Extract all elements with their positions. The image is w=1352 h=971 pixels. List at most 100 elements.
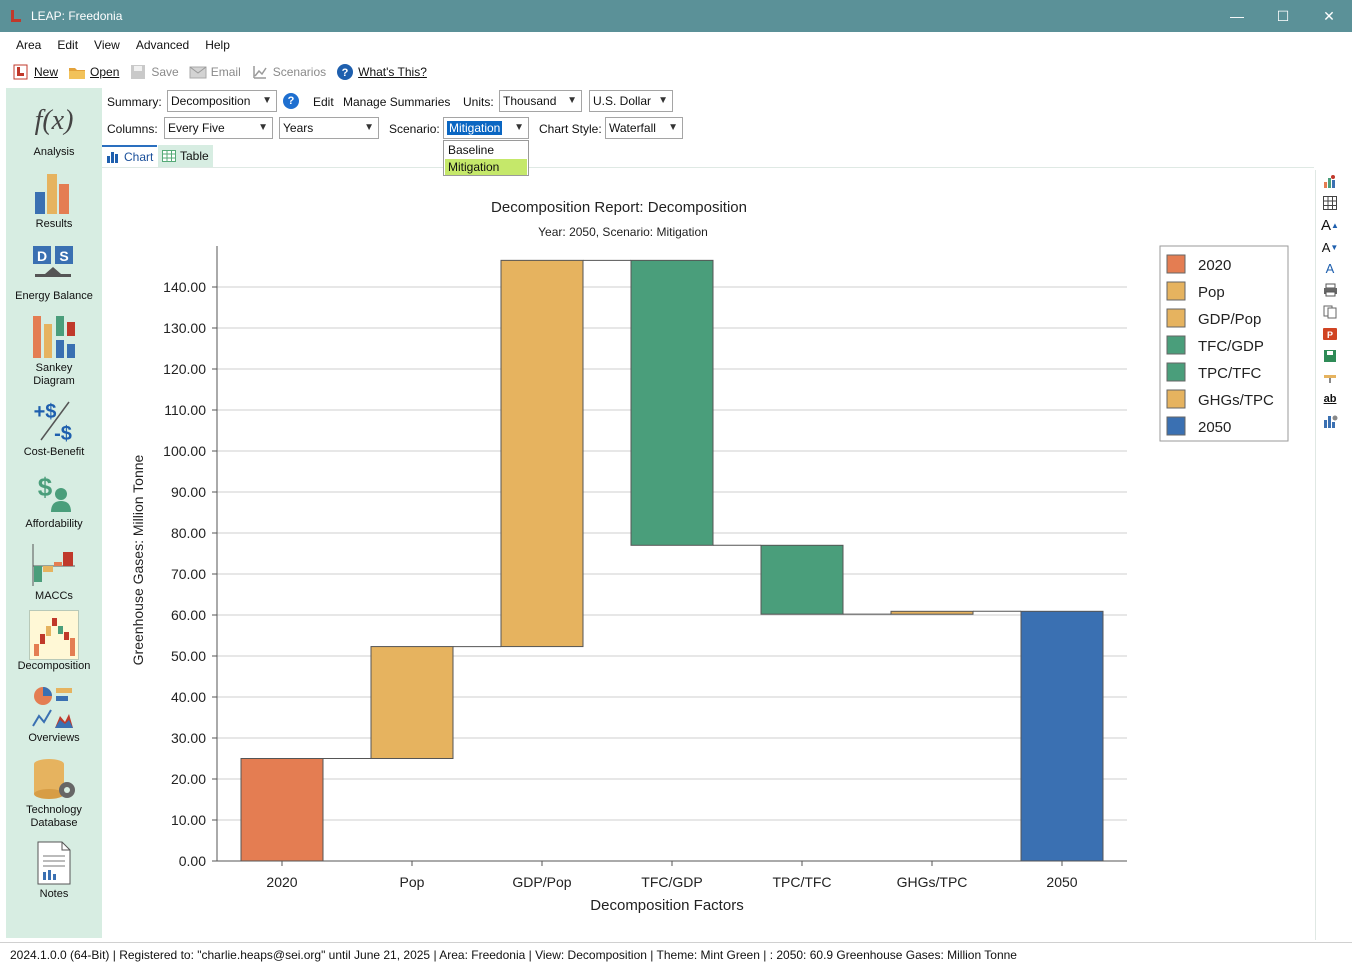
columns-dropdown[interactable]: Every Five ▼ xyxy=(164,117,273,139)
menu-bar: Area Edit View Advanced Help xyxy=(0,32,1352,58)
pin-icon[interactable] xyxy=(1322,370,1338,386)
waterfall-bar xyxy=(370,646,454,760)
x-tick-label: 2020 xyxy=(266,874,297,890)
y-tick-label: 70.00 xyxy=(171,566,206,582)
sidebar-item-sankey[interactable]: Sankey Diagram xyxy=(6,312,102,388)
chart-legend: 2020 Pop GDP/Pop TFC/GDP TPC/TFC GHGs/TPC 2050 xyxy=(1159,245,1289,442)
edit-link[interactable]: Edit xyxy=(313,95,334,109)
maximize-button[interactable]: ☐ xyxy=(1276,7,1290,24)
y-tick-label: 50.00 xyxy=(171,648,206,664)
chart-settings-icon[interactable] xyxy=(1322,413,1338,429)
svg-text:D: D xyxy=(37,248,47,264)
font-decrease-icon[interactable]: A ▼ xyxy=(1321,239,1339,255)
sidebar-item-maccs[interactable]: MACCs xyxy=(6,540,102,603)
sidebar-item-cost-benefit[interactable]: +$ -$ Cost-Benefit xyxy=(6,396,102,459)
close-button[interactable]: ✕ xyxy=(1323,7,1335,24)
svg-text:P: P xyxy=(1327,330,1333,340)
chart-style-dropdown[interactable]: Waterfall ▼ xyxy=(605,117,683,139)
svg-text:+$: +$ xyxy=(34,401,57,423)
minimize-button[interactable]: — xyxy=(1230,8,1244,24)
waterfall-bar xyxy=(240,758,324,862)
y-tick-label: 0.00 xyxy=(179,853,206,869)
waterfall-chart: Decomposition Report: Decomposition Year… xyxy=(130,199,1289,914)
chart-tab-icon xyxy=(107,152,118,163)
manage-summaries-link[interactable]: Manage Summaries xyxy=(343,95,451,109)
currency-dropdown[interactable]: U.S. Dollar ▼ xyxy=(589,90,673,112)
decomposition-icon xyxy=(29,610,79,660)
y-tick-label: 20.00 xyxy=(171,771,206,787)
powerpoint-icon[interactable]: P xyxy=(1322,326,1338,342)
summary-help-icon[interactable]: ? xyxy=(283,93,299,109)
legend-label: 2020 xyxy=(1198,257,1231,274)
x-tick-label: GDP/Pop xyxy=(512,874,571,890)
notes-icon xyxy=(29,838,79,888)
table-tab-icon xyxy=(162,150,176,162)
units-dropdown[interactable]: Thousand ▼ xyxy=(499,90,582,112)
svg-text:f(x): f(x) xyxy=(35,105,74,136)
x-tick-label: TPC/TFC xyxy=(772,874,831,890)
whats-this-button[interactable]: ? What's This? xyxy=(336,63,427,81)
function-icon: f(x) xyxy=(29,96,79,146)
summary-label: Summary: xyxy=(107,95,162,109)
window-title: LEAP: Freedonia xyxy=(31,9,123,23)
open-button[interactable]: Open xyxy=(68,63,119,81)
x-tick-label: Pop xyxy=(400,874,425,890)
sidebar-item-notes[interactable]: Notes xyxy=(6,838,102,901)
sidebar-item-decomposition[interactable]: Decomposition xyxy=(6,610,102,673)
font-style-icon[interactable]: A xyxy=(1325,260,1335,276)
folder-icon xyxy=(68,63,86,81)
y-tick-label: 30.00 xyxy=(171,730,206,746)
years-dropdown[interactable]: Years ▼ xyxy=(279,117,379,139)
scenario-option-baseline[interactable]: Baseline xyxy=(448,143,495,157)
summary-dropdown[interactable]: Decomposition ▼ xyxy=(167,90,277,112)
legend-label: TPC/TFC xyxy=(1198,365,1261,382)
sidebar-item-affordability[interactable]: $ Affordability xyxy=(6,468,102,531)
tab-table[interactable]: Table xyxy=(158,145,213,167)
toolbar: New Open Save Email Scenarios ? What's T… xyxy=(0,58,1352,86)
macc-icon xyxy=(29,540,79,590)
waterfall-bar xyxy=(500,259,584,648)
new-button[interactable]: New xyxy=(12,63,58,81)
menu-advanced[interactable]: Advanced xyxy=(135,38,190,52)
chart-title: Decomposition Report: Decomposition xyxy=(491,199,747,216)
sidebar-item-analysis[interactable]: f(x) Analysis xyxy=(6,96,102,159)
sidebar-label-notes: Notes xyxy=(39,888,69,900)
sidebar-item-overviews[interactable]: Overviews xyxy=(6,682,102,745)
title-bar: LEAP: Freedonia — ☐ ✕ xyxy=(0,0,1352,32)
menu-help[interactable]: Help xyxy=(205,38,230,52)
new-label: New xyxy=(34,65,59,79)
email-button[interactable]: Email xyxy=(189,63,241,81)
y-tick-label: 10.00 xyxy=(171,812,206,828)
chevron-down-icon: ▼ xyxy=(658,95,668,106)
copy-icon[interactable] xyxy=(1322,304,1338,320)
chart-style-label: Chart Style: xyxy=(539,122,602,136)
save-button[interactable]: Save xyxy=(129,63,179,81)
sidebar-label-energy-balance: Energy Balance xyxy=(15,290,93,302)
chevron-down-icon: ▼ xyxy=(668,122,678,133)
units-value: Thousand xyxy=(503,94,557,108)
labels-icon[interactable]: ab xyxy=(1323,393,1337,405)
sidebar-item-technology-database[interactable]: Technology Database xyxy=(6,754,102,830)
menu-edit[interactable]: Edit xyxy=(57,38,79,52)
waterfall-bar xyxy=(1020,610,1104,862)
legend-swatch xyxy=(1166,281,1186,301)
scenario-dropdown[interactable]: Mitigation ▼ xyxy=(443,117,529,139)
tab-chart[interactable]: Chart xyxy=(102,145,158,167)
scenario-option-mitigation[interactable]: Mitigation xyxy=(445,159,527,175)
table-grid-icon[interactable] xyxy=(1322,195,1338,211)
sidebar-item-results[interactable]: Results xyxy=(6,168,102,231)
x-tick-label: GHGs/TPC xyxy=(897,874,968,890)
menu-view[interactable]: View xyxy=(94,38,120,52)
menu-area[interactable]: Area xyxy=(16,38,42,52)
print-icon[interactable] xyxy=(1322,282,1338,298)
save-chart-icon[interactable] xyxy=(1322,348,1338,364)
font-increase-icon[interactable]: A ▲ xyxy=(1321,216,1339,234)
legend-swatch xyxy=(1166,389,1186,409)
save-label: Save xyxy=(151,65,179,79)
status-bar: 2024.1.0.0 (64-Bit) | Registered to: "ch… xyxy=(0,942,1352,971)
palette-icon[interactable] xyxy=(1322,174,1338,190)
scenarios-button[interactable]: Scenarios xyxy=(251,63,326,81)
